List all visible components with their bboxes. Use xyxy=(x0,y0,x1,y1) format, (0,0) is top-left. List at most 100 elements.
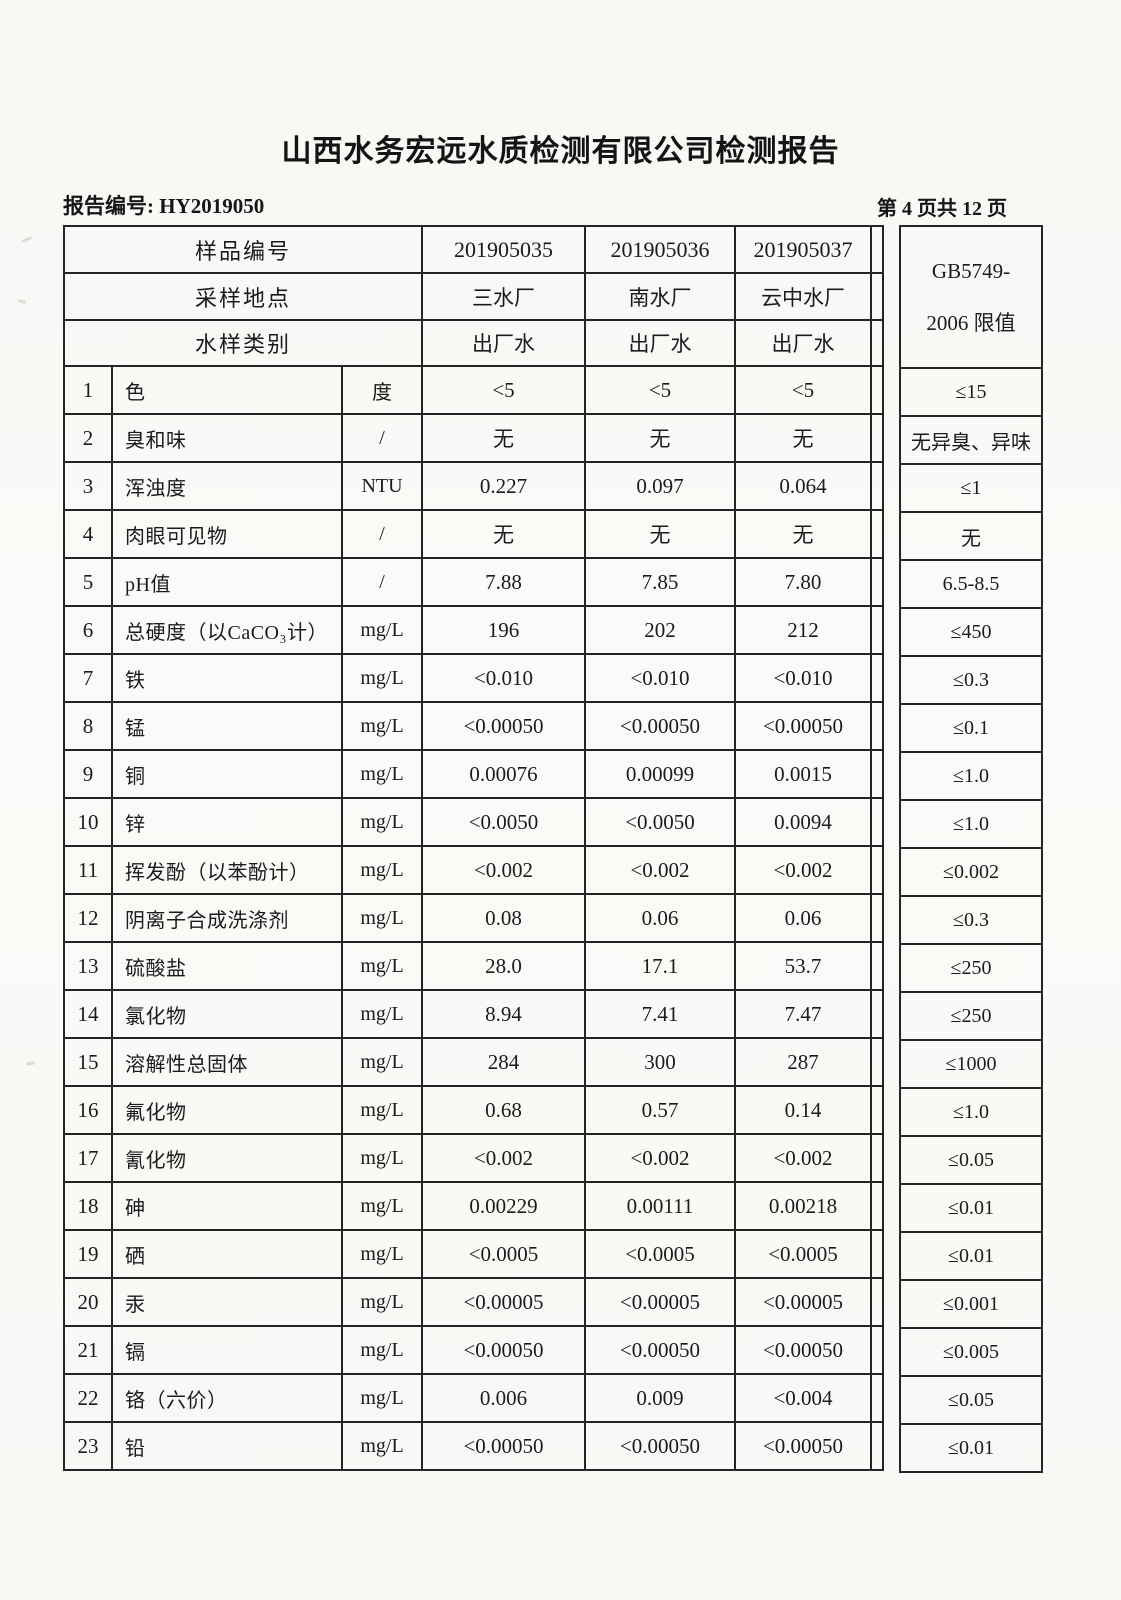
value-sample2-cell: 0.00099 xyxy=(584,749,736,799)
unit-cell: mg/L xyxy=(341,989,423,1039)
limit-row: ≤450 xyxy=(899,607,1043,657)
unit-cell: mg/L xyxy=(341,1229,423,1279)
unit-cell: mg/L xyxy=(341,1373,423,1423)
value-sample3-cell: <0.00050 xyxy=(734,1325,872,1375)
value-sample1-cell: 0.68 xyxy=(421,1085,586,1135)
value-sample2-cell: <5 xyxy=(584,365,736,415)
table-row: 15 溶解性总固体 mg/L 284 300 287 xyxy=(63,1037,884,1087)
value-sample2-cell: 202 xyxy=(584,605,736,655)
table-row: 21 镉 mg/L <0.00050 <0.00050 <0.00050 xyxy=(63,1325,884,1375)
table-row: 22 铬（六价） mg/L 0.006 0.009 <0.004 xyxy=(63,1373,884,1423)
scan-smudge xyxy=(25,1061,36,1066)
limit-cell: ≤0.01 xyxy=(899,1231,1043,1281)
unit-cell: mg/L xyxy=(341,1037,423,1087)
table-row: 17 氰化物 mg/L <0.002 <0.002 <0.002 xyxy=(63,1133,884,1183)
value-sample2-cell: <0.00050 xyxy=(584,1421,736,1471)
limit-cell: ≤0.05 xyxy=(899,1135,1043,1185)
spacer-cell xyxy=(870,1085,884,1135)
value-sample3-cell: 287 xyxy=(734,1037,872,1087)
unit-cell: mg/L xyxy=(341,701,423,751)
unit-cell: / xyxy=(341,509,423,559)
table-row: 9 铜 mg/L 0.00076 0.00099 0.0015 xyxy=(63,749,884,799)
value-sample2-cell: <0.00050 xyxy=(584,1325,736,1375)
table-row: 13 硫酸盐 mg/L 28.0 17.1 53.7 xyxy=(63,941,884,991)
unit-cell: mg/L xyxy=(341,845,423,895)
limit-cell: ≤250 xyxy=(899,991,1043,1041)
param-name-cell: 阴离子合成洗涤剂 xyxy=(111,893,343,943)
value-sample2-cell: 17.1 xyxy=(584,941,736,991)
type-header-label: 水样类别 xyxy=(63,319,423,367)
location-3: 云中水厂 xyxy=(734,272,872,321)
results-area: 样品编号 201905035 201905036 201905037 采样地点 … xyxy=(63,225,1043,1473)
table-row: 7 铁 mg/L <0.010 <0.010 <0.010 xyxy=(63,653,884,703)
value-sample3-cell: 0.00218 xyxy=(734,1181,872,1231)
param-name-cell: 色 xyxy=(111,365,343,415)
spacer-cell xyxy=(870,1133,884,1183)
limit-cell: ≤250 xyxy=(899,943,1043,993)
scan-smudge xyxy=(17,299,27,304)
spacer-cell xyxy=(870,272,884,321)
unit-cell: mg/L xyxy=(341,1133,423,1183)
param-name-cell: 硫酸盐 xyxy=(111,941,343,991)
table-row: 11 挥发酚（以苯酚计） mg/L <0.002 <0.002 <0.002 xyxy=(63,845,884,895)
param-name-cell: 铬（六价） xyxy=(111,1373,343,1423)
limit-cell: ≤0.005 xyxy=(899,1327,1043,1377)
limit-row: ≤1.0 xyxy=(899,1087,1043,1137)
row-number-cell: 11 xyxy=(63,845,113,895)
spacer-cell xyxy=(870,989,884,1039)
value-sample3-cell: 0.064 xyxy=(734,461,872,511)
value-sample3-cell: 7.47 xyxy=(734,989,872,1039)
row-number-cell: 5 xyxy=(63,557,113,607)
row-number-cell: 23 xyxy=(63,1421,113,1471)
limits-table: GB5749- 2006 限值 ≤15 无异臭、异味 ≤1 无 6.5-8.5 … xyxy=(899,225,1043,1473)
value-sample3-cell: <0.00050 xyxy=(734,1421,872,1471)
row-number-cell: 4 xyxy=(63,509,113,559)
value-sample2-cell: 0.57 xyxy=(584,1085,736,1135)
sample-no-header-label: 样品编号 xyxy=(63,225,423,274)
unit-cell: / xyxy=(341,557,423,607)
value-sample2-cell: <0.0005 xyxy=(584,1229,736,1279)
unit-cell: mg/L xyxy=(341,1421,423,1471)
limit-row: ≤1.0 xyxy=(899,751,1043,801)
value-sample3-cell: <0.002 xyxy=(734,1133,872,1183)
unit-cell: mg/L xyxy=(341,1325,423,1375)
row-number-cell: 1 xyxy=(63,365,113,415)
value-sample1-cell: 0.00229 xyxy=(421,1181,586,1231)
value-sample1-cell: <0.00005 xyxy=(421,1277,586,1327)
limit-row: ≤0.001 xyxy=(899,1279,1043,1329)
row-number-cell: 6 xyxy=(63,605,113,655)
limit-cell: ≤0.1 xyxy=(899,703,1043,753)
report-number: 报告编号: HY2019050 xyxy=(63,190,264,220)
limit-row: 6.5-8.5 xyxy=(899,559,1043,609)
row-number-cell: 8 xyxy=(63,701,113,751)
value-sample2-cell: 无 xyxy=(584,413,736,463)
table-row: 2 臭和味 / 无 无 无 xyxy=(63,413,884,463)
table-row: 5 pH值 / 7.88 7.85 7.80 xyxy=(63,557,884,607)
value-sample1-cell: 7.88 xyxy=(421,557,586,607)
value-sample3-cell: <0.00050 xyxy=(734,701,872,751)
value-sample2-cell: <0.002 xyxy=(584,1133,736,1183)
sample-no-2: 201905036 xyxy=(584,225,736,274)
spacer-cell xyxy=(870,225,884,274)
location-header-label: 采样地点 xyxy=(63,272,423,321)
param-name-cell: pH值 xyxy=(111,557,343,607)
value-sample1-cell: 0.08 xyxy=(421,893,586,943)
row-number-cell: 3 xyxy=(63,461,113,511)
limit-row: ≤1000 xyxy=(899,1039,1043,1089)
spacer-cell xyxy=(870,319,884,367)
value-sample1-cell: <0.002 xyxy=(421,845,586,895)
row-number-cell: 20 xyxy=(63,1277,113,1327)
row-number-cell: 10 xyxy=(63,797,113,847)
limit-row: ≤0.05 xyxy=(899,1375,1043,1425)
limit-cell: ≤0.3 xyxy=(899,655,1043,705)
unit-cell: mg/L xyxy=(341,1277,423,1327)
unit-cell: mg/L xyxy=(341,893,423,943)
table-row: 14 氯化物 mg/L 8.94 7.41 7.47 xyxy=(63,989,884,1039)
value-sample3-cell: 53.7 xyxy=(734,941,872,991)
table-row: 19 硒 mg/L <0.0005 <0.0005 <0.0005 xyxy=(63,1229,884,1279)
sample-no-1: 201905035 xyxy=(421,225,586,274)
value-sample3-cell: <0.0005 xyxy=(734,1229,872,1279)
limit-row: ≤0.002 xyxy=(899,847,1043,897)
value-sample1-cell: <0.002 xyxy=(421,1133,586,1183)
